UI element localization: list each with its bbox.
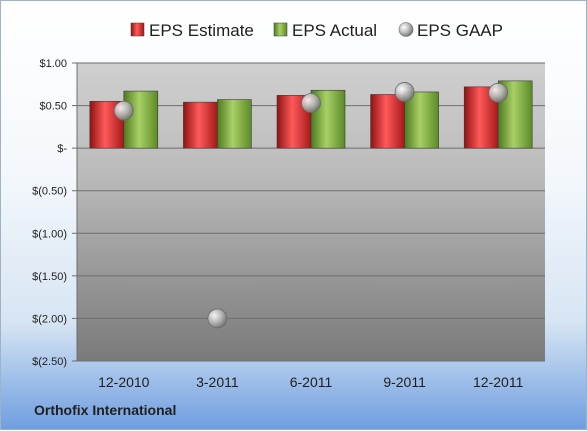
estimate-bar xyxy=(89,101,125,149)
actual-bar xyxy=(217,99,252,149)
legend-swatch xyxy=(398,22,414,37)
x-tick-label: 9-2011 xyxy=(383,374,426,390)
gaap-point xyxy=(301,93,321,113)
legend: EPS Estimate EPS Actual EPS GAAP xyxy=(130,21,503,40)
y-tick-label: $(2.00) xyxy=(32,313,67,325)
y-axis: $1.00 $0.50 $- $(0.50) $(1.00) $(1.50) $(2.00)… xyxy=(32,58,78,368)
y-tick-label: $- xyxy=(57,143,67,155)
x-tick-label: 12-2011 xyxy=(473,374,524,390)
y-tick-label: $(1.50) xyxy=(32,271,67,283)
legend-swatch xyxy=(130,22,145,37)
x-axis: 12-2010 3-2011 6-2011 9-2011 12-2011 xyxy=(98,374,523,390)
y-tick-label: $(2.50) xyxy=(32,356,67,368)
gaap-point xyxy=(488,82,509,103)
legend-label: EPS Actual xyxy=(292,21,377,40)
x-tick-label: 6-2011 xyxy=(290,374,333,390)
actual-bar xyxy=(123,90,159,149)
bars xyxy=(89,80,533,149)
x-tick-label: 12-2010 xyxy=(98,374,150,390)
legend-label: EPS Estimate xyxy=(149,21,254,40)
gaap-point xyxy=(207,308,228,329)
actual-bar xyxy=(404,91,439,149)
legend-swatch xyxy=(273,22,288,37)
company-name: Orthofix International xyxy=(34,402,177,418)
y-tick-label: $1.00 xyxy=(39,58,67,70)
gaap-point xyxy=(113,100,134,121)
y-tick-label: $(0.50) xyxy=(32,186,67,198)
estimate-bar xyxy=(370,94,405,149)
y-tick-label: $(1.00) xyxy=(32,228,67,240)
y-tick-label: $0.50 xyxy=(39,101,67,113)
estimate-bar xyxy=(183,101,218,149)
legend-label: EPS GAAP xyxy=(417,21,503,40)
x-tick-label: 3-2011 xyxy=(196,374,239,390)
gaap-point xyxy=(394,82,415,102)
gaap-points xyxy=(113,82,509,329)
